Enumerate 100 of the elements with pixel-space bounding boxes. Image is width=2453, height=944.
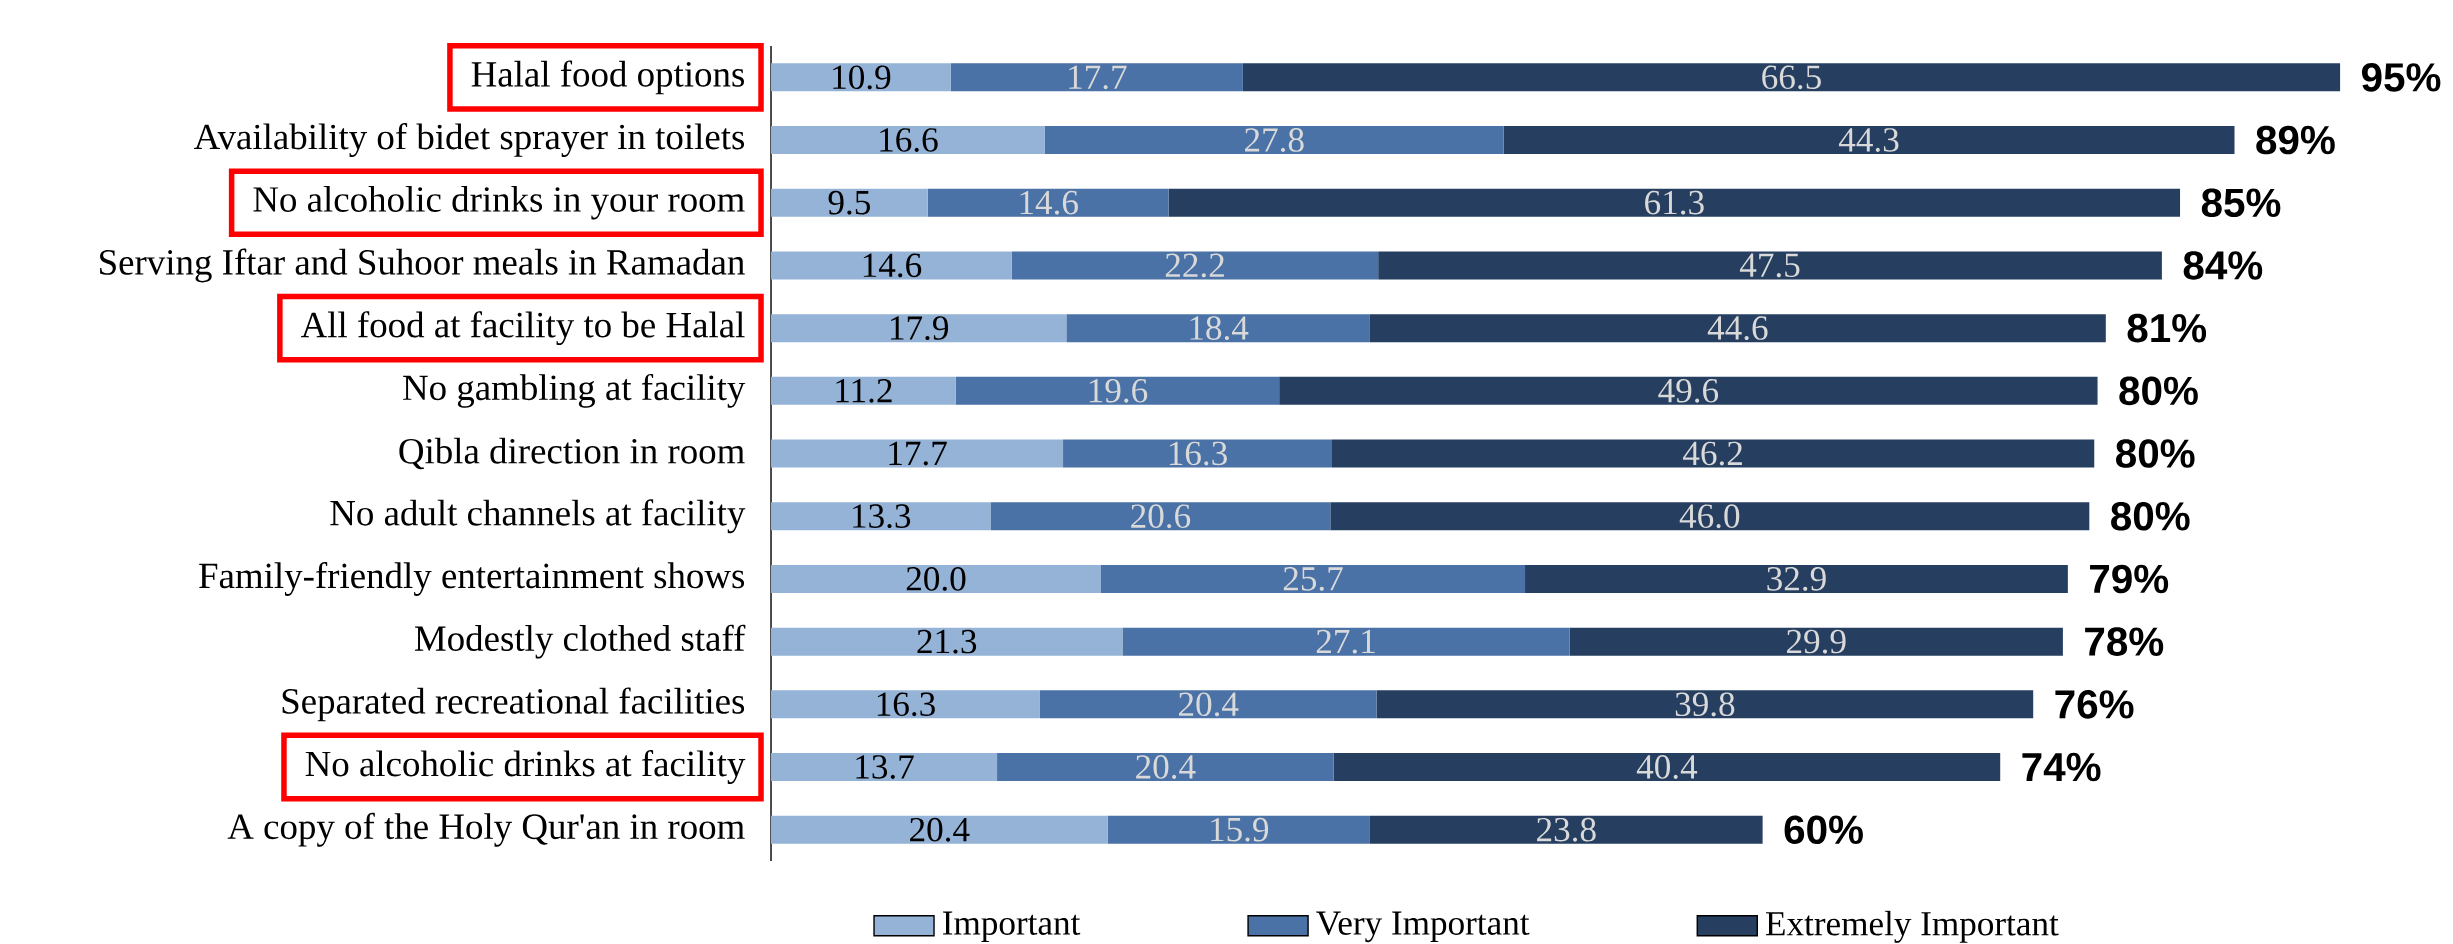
data-label: 44.3 [1838, 128, 1899, 152]
data-label: 49.6 [1658, 378, 1719, 403]
bar [771, 314, 1067, 343]
data-label: 10.9 [833, 65, 891, 90]
bar [1011, 251, 1379, 280]
data-label: 16.3 [1169, 441, 1227, 466]
y-tick-label: No gambling at facility [403, 373, 746, 408]
bar [927, 188, 1169, 217]
data-label: 18.4 [1190, 316, 1249, 341]
bar [1369, 314, 2106, 343]
data-label: 46.0 [1679, 504, 1740, 529]
y-tick-label: Family-friendly entertainment shows [199, 561, 745, 596]
bar [1063, 439, 1332, 468]
bar [990, 502, 1331, 531]
bar [1503, 126, 2235, 155]
bar [1378, 251, 2162, 280]
data-label: 23.8 [1537, 817, 1596, 842]
y-tick-label: Halal food options [471, 60, 744, 95]
total-label: 78% [2085, 627, 2164, 656]
bar [1044, 126, 1504, 155]
total-label: 89% [2256, 125, 2335, 155]
bar [1525, 564, 2068, 593]
total-label: 76% [2055, 690, 2134, 719]
bar [1376, 690, 2034, 719]
y-tick-label: No alcoholic drinks in your room [253, 185, 745, 220]
bar [1279, 376, 2098, 405]
bar [771, 753, 998, 782]
bar [997, 753, 1334, 782]
total-label: 81% [2127, 313, 2207, 343]
data-label: 17.7 [1069, 65, 1127, 90]
y-tick-label: Serving Iftar and Suhoor meals in Ramadan [100, 248, 745, 283]
data-label: 39.8 [1675, 692, 1735, 717]
data-label: 61.3 [1645, 190, 1704, 215]
total-label: 60% [1784, 815, 1863, 845]
bar [771, 251, 1012, 280]
bar [771, 376, 956, 405]
total-label: 74% [2022, 752, 2101, 782]
bar [1330, 502, 2090, 531]
data-label: 27.1 [1316, 629, 1375, 654]
data-label: 20.4 [910, 817, 970, 842]
y-tick-label: No alcoholic drinks at facility [305, 750, 746, 784]
data-label: 16.6 [880, 128, 938, 152]
bar [1168, 188, 2181, 217]
data-label: 66.5 [1762, 65, 1821, 90]
data-label: 44.6 [1707, 316, 1768, 341]
total-label: 95% [2361, 63, 2441, 92]
y-tick-label: Availability of bidet sprayer in toilets [193, 123, 745, 157]
legend-label: Very Important [1316, 911, 1530, 943]
bar [955, 376, 1280, 405]
y-tick-label: No adult channels at facility [330, 499, 746, 534]
total-label: 80% [2111, 501, 2190, 531]
data-label: 21.3 [917, 629, 977, 654]
bar [1066, 314, 1370, 343]
bar [1122, 627, 1570, 656]
data-label: 32.9 [1767, 567, 1826, 591]
data-label: 40.4 [1636, 755, 1698, 779]
y-tick-label: Modestly clothed staff [414, 624, 746, 659]
total-label: 79% [2090, 564, 2169, 594]
data-label: 11.2 [836, 378, 892, 403]
bar [1039, 690, 1377, 719]
data-label: 20.0 [906, 567, 966, 591]
data-label: 27.8 [1245, 128, 1304, 152]
data-label: 47.5 [1739, 253, 1800, 278]
bar [771, 502, 991, 531]
bar [1242, 63, 2341, 92]
total-label: 85% [2201, 188, 2281, 218]
bar [771, 439, 1064, 468]
total-label: 80% [2119, 376, 2198, 406]
data-label: 13.3 [853, 504, 911, 529]
y-tick-label: Separated recreational facilities [282, 687, 745, 722]
data-label: 14.6 [1020, 190, 1078, 215]
bar [771, 627, 1123, 656]
y-tick-label: All food at facility to be Halal [300, 311, 745, 346]
bar [771, 126, 1045, 155]
bar [1369, 815, 1763, 844]
data-label: 20.4 [1136, 755, 1196, 779]
legend-label: Extremely Important [1766, 910, 2059, 943]
bar [1331, 439, 2095, 468]
total-label: 84% [2183, 251, 2263, 280]
data-label: 20.6 [1131, 504, 1191, 529]
bar [771, 690, 1040, 719]
data-label: 17.9 [891, 316, 949, 341]
bar [1333, 753, 2001, 782]
total-label: 80% [2116, 439, 2195, 468]
legend-label: Important [943, 911, 1081, 943]
data-label: 22.2 [1165, 253, 1224, 278]
data-label: 13.7 [856, 755, 914, 779]
data-label: 29.9 [1787, 629, 1846, 654]
data-label: 46.2 [1683, 441, 1742, 466]
y-tick-label: Qibla direction in room [399, 437, 745, 470]
bar [1107, 815, 1370, 844]
data-label: 16.3 [877, 692, 935, 717]
bar [771, 815, 1108, 844]
bar [771, 188, 928, 217]
bar [1569, 627, 2063, 656]
bar [771, 564, 1101, 593]
data-label: 20.4 [1179, 692, 1239, 717]
bar [1101, 564, 1526, 593]
data-label: 15.9 [1211, 817, 1269, 842]
data-label: 17.7 [889, 441, 947, 466]
